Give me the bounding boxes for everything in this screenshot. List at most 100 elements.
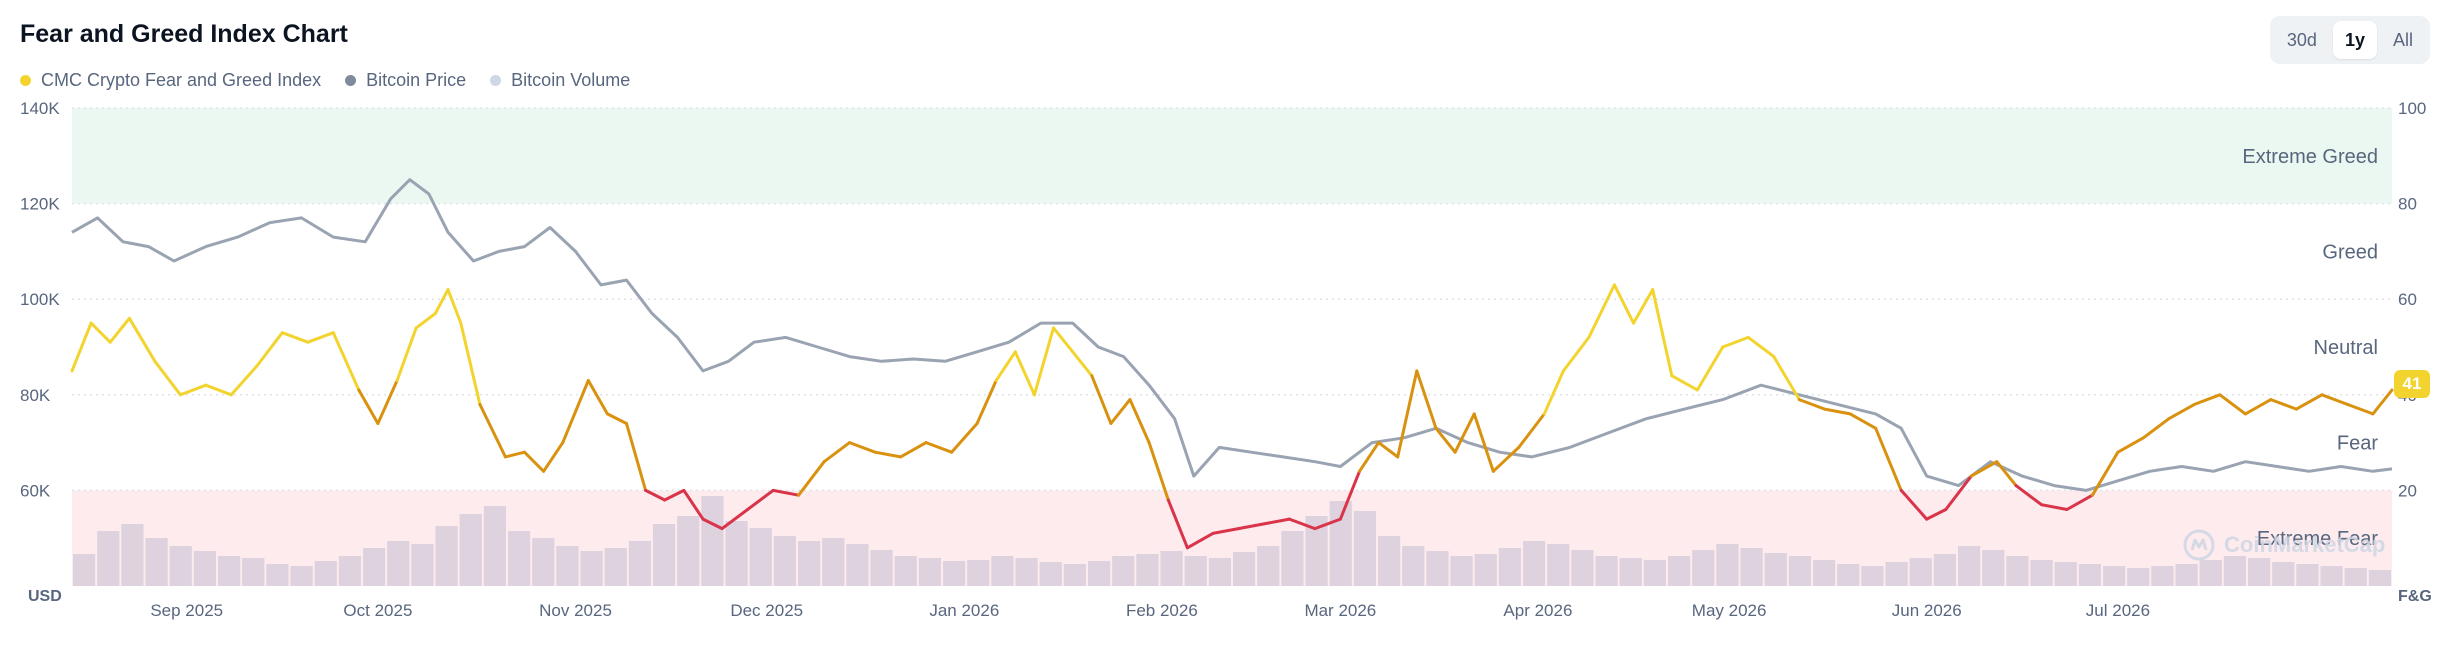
fear-greed-line-segment <box>1013 350 1036 397</box>
fear-greed-line-segment <box>2192 393 2222 406</box>
legend-label: CMC Crypto Fear and Greed Index <box>41 70 322 90</box>
fear-greed-line-segment <box>663 488 686 502</box>
volume-bar <box>725 521 748 586</box>
volume-bar <box>628 541 651 586</box>
fear-greed-line-segment <box>1670 374 1699 392</box>
volume-bar <box>2103 566 2126 586</box>
legend-label: Bitcoin Volume <box>511 70 631 90</box>
fear-greed-line-segment <box>1848 412 1878 430</box>
fear-greed-line-segment <box>1721 335 1750 349</box>
legend-dot-fear-greed <box>20 75 31 86</box>
range-button-30d[interactable]: 30d <box>2286 30 2317 50</box>
fear-greed-line-segment <box>1561 335 1591 373</box>
volume-bar <box>749 528 772 586</box>
fear-greed-line-segment <box>1772 355 1801 402</box>
fear-greed-line-segment <box>1651 288 1674 378</box>
fear-greed-line-segment <box>720 508 750 531</box>
fear-greed-line-segment <box>1797 398 1827 411</box>
fear-greed-line-segment <box>89 321 112 344</box>
volume-bar <box>1063 564 1086 586</box>
chart-legend: CMC Crypto Fear and Greed Index Bitcoin … <box>20 70 630 91</box>
volume-bar <box>870 550 893 586</box>
volume-bar <box>2248 558 2271 586</box>
range-button-1y[interactable]: 1y <box>2332 21 2377 59</box>
fear-greed-line-segment <box>1128 398 1151 445</box>
fear-greed-line-segment <box>2345 402 2375 416</box>
volume-bar <box>266 564 289 586</box>
volume-bar <box>2127 568 2150 586</box>
fear-greed-line-segment <box>682 488 705 521</box>
volume-bar <box>967 560 990 586</box>
volume-bar <box>1498 548 1521 586</box>
volume-bar <box>73 554 96 586</box>
volume-bar <box>1523 541 1546 586</box>
fear-greed-line-segment <box>108 316 131 344</box>
fear-greed-line-segment <box>1090 374 1113 425</box>
volume-bar <box>193 551 216 586</box>
fear-greed-line-segment <box>1434 426 1457 454</box>
fear-greed-line-segment <box>357 388 380 425</box>
fear-greed-line-segment <box>127 316 157 363</box>
fear-greed-line-segment <box>503 450 526 459</box>
fear-greed-line-segment <box>2167 402 2196 421</box>
fear-greed-line-segment <box>1899 488 1929 521</box>
volume-bar <box>1402 546 1425 586</box>
volume-bar <box>1015 558 1038 586</box>
left-axis-label: USD <box>28 588 62 605</box>
fear-greed-line-segment <box>280 331 310 344</box>
fear-greed-line-segment <box>2371 388 2394 416</box>
volume-bar <box>1668 556 1691 586</box>
fear-greed-line-segment <box>446 288 463 325</box>
fear-greed-line-segment <box>994 350 1017 382</box>
x-axis-tick: Nov 2025 <box>539 601 612 620</box>
fear-greed-line-segment <box>1517 412 1546 449</box>
right-axis-label: F&G <box>2398 588 2432 605</box>
volume-bar <box>1885 562 1908 586</box>
x-axis-tick: May 2026 <box>1692 601 1767 620</box>
legend-item-bitcoin-price[interactable]: Bitcoin Price <box>345 70 466 91</box>
range-button-all[interactable]: All <box>2392 30 2413 50</box>
right-axis-tick: 20 <box>2398 481 2417 500</box>
legend-item-fear-greed[interactable]: CMC Crypto Fear and Greed Index <box>20 70 321 91</box>
fear-greed-line-segment <box>2320 393 2349 406</box>
right-axis-tick: 60 <box>2398 290 2417 309</box>
volume-bar <box>1692 550 1715 586</box>
volume-bar <box>1233 552 1256 586</box>
fear-greed-line-segment <box>2294 393 2324 411</box>
volume-bar <box>2368 570 2391 586</box>
volume-bar <box>943 561 966 586</box>
fear-greed-line-segment <box>1453 412 1476 454</box>
fear-greed-line-segment <box>1166 498 1189 550</box>
fear-greed-line-segment <box>1944 474 1973 511</box>
left-axis-tick: 140K <box>20 99 60 118</box>
fear-greed-line-segment <box>1032 326 1055 397</box>
fear-greed-line-segment <box>1338 469 1361 521</box>
fear-greed-line-segment <box>1377 441 1400 459</box>
volume-bar <box>1764 553 1787 586</box>
fear-greed-line-segment <box>2269 398 2298 411</box>
left-axis-tick: 60K <box>20 481 51 500</box>
fear-greed-line-segment <box>2040 503 2069 511</box>
watermark-text: CoinMarketCap <box>2224 532 2386 557</box>
volume-bar <box>1136 554 1159 586</box>
fear-greed-line-segment <box>1746 335 1776 359</box>
right-axis-tick: 100 <box>2398 99 2426 118</box>
zone-band <box>72 490 2392 586</box>
fear-greed-line-segment <box>229 364 259 397</box>
volume-bar <box>1208 558 1231 586</box>
volume-bar <box>677 516 700 586</box>
fear-greed-line-segment <box>1995 460 2018 488</box>
x-axis-tick: Sep 2025 <box>150 601 223 620</box>
volume-bar <box>1329 501 1352 586</box>
legend-item-bitcoin-volume[interactable]: Bitcoin Volume <box>490 70 630 91</box>
fear-greed-line-segment <box>178 383 208 397</box>
fear-greed-line-segment <box>1147 441 1170 502</box>
current-value-badge: 41 <box>2394 370 2430 398</box>
fear-greed-line-segment <box>2090 450 2120 497</box>
volume-bar <box>1039 562 1062 586</box>
fear-greed-line-segment <box>2116 436 2145 454</box>
volume-bar <box>2320 566 2343 586</box>
volume-bar <box>894 556 917 586</box>
zone-label: Fear <box>2337 433 2378 455</box>
